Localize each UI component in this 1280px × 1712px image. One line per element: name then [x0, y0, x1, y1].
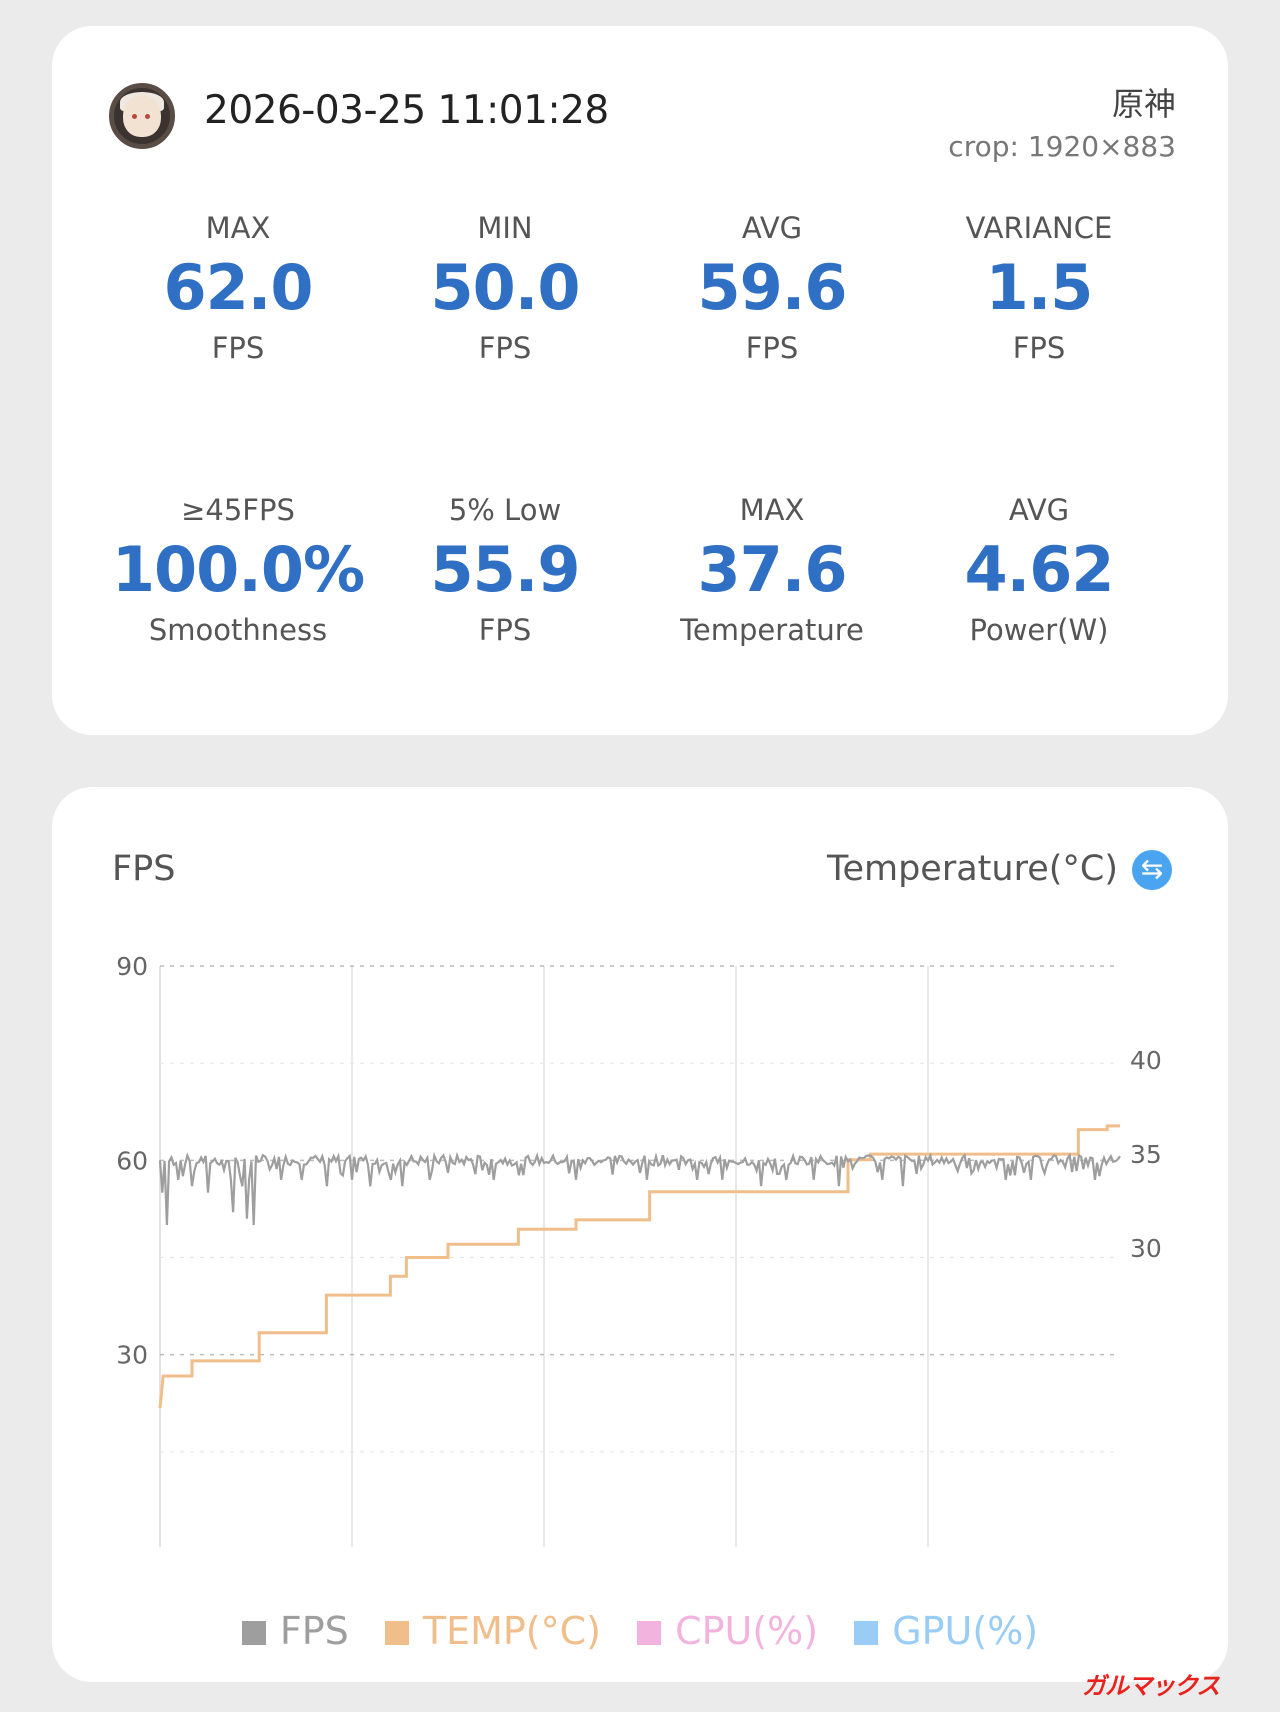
stat-variance: VARIANCE 1.5 FPS [905, 208, 1173, 368]
stat-unit: FPS [478, 613, 532, 647]
y-left-tick-label: 30 [116, 1341, 148, 1370]
session-datetime: 2026-03-25 11:01:28 [204, 88, 609, 133]
stat-max-temperature: MAX 37.6 Temperature [638, 490, 906, 650]
legend-item-gpu[interactable]: GPU(%) [854, 1609, 1038, 1653]
fps-temperature-chart: 03m6m9m12m15m906030403530 [116, 952, 1162, 1547]
stat-value: 59.6 [697, 251, 848, 324]
stat-value: 100.0% [111, 533, 365, 606]
chart-grid [159, 965, 1120, 1547]
chart-left-axis-title: FPS [112, 849, 176, 889]
legend-swatch-temp [384, 1621, 409, 1645]
stat-unit: Temperature [680, 613, 864, 647]
y-left-tick-label: 60 [116, 1146, 148, 1175]
legend-swatch-gpu [854, 1621, 879, 1645]
stat-unit: FPS [1012, 331, 1066, 365]
stat-label: AVG [741, 211, 803, 245]
legend-label-gpu: GPU(%) [892, 1609, 1039, 1653]
legend-swatch-fps [241, 1621, 266, 1645]
fps-series [158, 1151, 1121, 1226]
chart-legend: FPS TEMP(°C) CPU(%) GPU(%) [52, 1609, 1228, 1653]
legend-label-fps: FPS [279, 1609, 349, 1653]
swap-icon[interactable]: ⇆ [1132, 850, 1172, 890]
stat-min-fps: MIN 50.0 FPS [371, 208, 639, 368]
y-right-tick-label: 35 [1130, 1140, 1162, 1169]
stat-label: 5% Low [448, 493, 562, 527]
game-name: 原神 [1111, 85, 1176, 123]
y-left-tick-label: 90 [116, 952, 148, 981]
legend-swatch-cpu [637, 1621, 662, 1645]
legend-item-cpu[interactable]: CPU(%) [637, 1609, 818, 1653]
stat-value: 37.6 [697, 533, 848, 606]
stat-max-fps: MAX 62.0 FPS [104, 208, 372, 368]
axis-labels: 03m6m9m12m15m906030403530 [116, 952, 1162, 1370]
stat-value: 4.62 [964, 533, 1115, 606]
stat-value: 1.5 [985, 251, 1094, 324]
legend-item-temp[interactable]: TEMP(°C) [384, 1609, 601, 1653]
stat-label: MAX [205, 211, 271, 245]
stat-value: 50.0 [430, 251, 581, 324]
stat-label: ≥45FPS [181, 493, 295, 527]
stat-avg-fps: AVG 59.6 FPS [638, 208, 906, 368]
stat-value: 62.0 [163, 251, 314, 324]
stat-smoothness: ≥45FPS 100.0% Smoothness [104, 490, 372, 650]
fps-line [158, 1151, 1121, 1226]
stat-label: MAX [739, 493, 805, 527]
legend-label-temp: TEMP(°C) [422, 1609, 601, 1653]
y-right-tick-label: 40 [1130, 1046, 1162, 1075]
stat-label: MIN [477, 211, 533, 245]
legend-label-cpu: CPU(%) [675, 1609, 819, 1653]
stat-unit: Power(W) [969, 613, 1109, 647]
crop-resolution: crop: 1920×883 [948, 130, 1176, 163]
stat-value: 55.9 [430, 533, 581, 606]
game-avatar [109, 83, 175, 149]
stats-card: 2026-03-25 11:01:28 原神 crop: 1920×883 MA… [52, 26, 1228, 735]
stat-label: AVG [1008, 493, 1070, 527]
stat-unit: FPS [478, 331, 532, 365]
temp-series [158, 1124, 1120, 1409]
stat-unit: FPS [745, 331, 799, 365]
stat-unit: Smoothness [148, 613, 328, 647]
stat-5pct-low: 5% Low 55.9 FPS [371, 490, 639, 650]
chart-card: FPS Temperature(°C) ⇆ 03m6m9m12m15m90603… [52, 787, 1228, 1682]
watermark-logo: ガルマックス [1082, 1672, 1220, 1700]
stat-avg-power: AVG 4.62 Power(W) [905, 490, 1173, 650]
y-right-tick-label: 30 [1130, 1234, 1162, 1263]
chart-right-axis-title: Temperature(°C) [827, 849, 1118, 889]
temp-line [158, 1124, 1120, 1409]
legend-item-fps[interactable]: FPS [241, 1609, 349, 1653]
stat-label: VARIANCE [965, 211, 1113, 245]
stat-unit: FPS [211, 331, 265, 365]
